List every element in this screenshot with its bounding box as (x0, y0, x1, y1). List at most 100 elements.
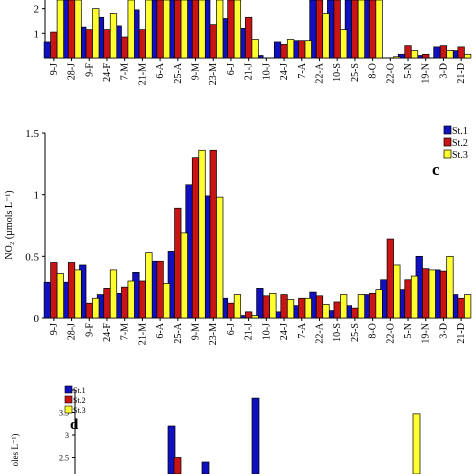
panel-b-x-tick-label: 3-D (438, 63, 449, 79)
panel-c-x-tick-label: 19-N (421, 323, 432, 344)
panel-b-bar (56, 0, 64, 59)
panel-b-x-tick-label: 6-A (155, 62, 166, 78)
panel-b-bar (446, 50, 454, 59)
panel-b-bar (163, 0, 171, 59)
panel-b-bar (198, 0, 206, 59)
panel-c-y-axis-title: NO₂ (µmols L⁻¹) (4, 190, 15, 259)
panel-c-bar (304, 297, 312, 319)
panel-c-x-tick-label: 24-F (102, 323, 113, 342)
panel-c-bar (209, 149, 217, 319)
panel-b-bar (357, 0, 365, 59)
panel-d-legend-swatch (64, 395, 73, 404)
panel-c-x-tick-label: 3-D (438, 323, 449, 339)
panel-c-bar (351, 307, 359, 319)
panel-c-bar (43, 281, 51, 319)
panel-b-x-tick-label: 5-N (403, 63, 414, 79)
panel-c-bar (262, 295, 270, 319)
panel-c-bar (138, 280, 146, 319)
panel-c-x-tick-label: 8-O (368, 323, 379, 339)
panel-b-x-tick-label: 22-A (314, 62, 325, 83)
panel-c-x-tick-label: 6-J (226, 323, 237, 335)
panel-b-x-tick-label: 22-O (385, 63, 396, 84)
panel-c-legend-swatch (443, 137, 452, 147)
panel-c-bar (393, 264, 401, 319)
panel-d-legend-swatch (64, 385, 73, 394)
panel-b-bar (103, 29, 111, 59)
panel-c-bar (56, 273, 64, 319)
panel-c-x-tick-label: 21-J (244, 323, 255, 340)
panel-c-bar (375, 289, 383, 319)
panel-b-x-tick-label: 21-D (456, 63, 467, 84)
panel-c-bar (163, 283, 171, 319)
panel-b-bar (209, 24, 217, 59)
panel-b-x-tick-label: 8-O (368, 63, 379, 79)
panel-c-y-tick-label: 1 (34, 190, 40, 202)
panel-d-y-tick-label: 3 (65, 431, 69, 440)
panel-b-x-tick-label: 9-F (84, 63, 95, 77)
panel-c-x-tick-label: 9-M (191, 323, 202, 340)
panel-c-bar (85, 302, 93, 319)
panel-c-bar (256, 288, 264, 319)
panel-c-x-tick-label: 24-J (279, 323, 290, 340)
panel-d-y-axis-title: oles L⁻¹) (10, 434, 20, 467)
panel-b-x-tick-label: 25-A (173, 62, 184, 83)
panel-c-bar (191, 157, 200, 319)
panel-d-bar (412, 413, 421, 474)
panel-c-x-tick-label: 28-J (67, 323, 78, 340)
panel-c-letter: c (432, 160, 440, 179)
panel-b-bar (433, 46, 441, 59)
panel-b-bar (322, 13, 330, 59)
panel-b-bar (280, 44, 288, 59)
panel-b-bar (457, 46, 465, 59)
panel-b-bar (422, 53, 430, 59)
panel-c-legend-swatch (443, 125, 452, 135)
panel-b-x-tick-label: 21-J (244, 63, 255, 80)
panel-c-bar (357, 294, 365, 319)
panel-b-bar (43, 41, 51, 59)
panel-c-x-tick-label: 9-J (49, 323, 60, 335)
panel-b-bar (74, 0, 82, 59)
panel-c-x-tick-label: 21-D (456, 323, 467, 344)
panel-c-bar (251, 315, 259, 319)
panel-c-bar (50, 262, 58, 319)
panel-b-y-tick-label: 1 (34, 28, 40, 40)
panel-c-bar (180, 232, 188, 319)
panel-b-bar (92, 8, 100, 59)
panel-b-bar (315, 0, 324, 59)
panel-b-x-tick-label: 24-J (279, 63, 290, 80)
panel-b-bar (410, 50, 419, 59)
panel-c-bar (439, 270, 448, 319)
panel-b-bar (369, 0, 377, 59)
panel-c-bar (457, 297, 465, 319)
panel-c-x-tick-label: 6-A (155, 322, 166, 338)
panel-b-x-tick-label: 9-J (49, 63, 60, 75)
panel-c-x-tick-label: 22-O (385, 323, 396, 344)
panel-b-y-tick-label: 2 (34, 4, 40, 16)
panel-b-bar (245, 16, 253, 59)
panel-c-y-tick-label: 0 (34, 313, 40, 325)
panel-c-bar (428, 269, 436, 319)
panel-c-bar (340, 294, 348, 319)
panel-c-x-tick-label: 21-M (137, 323, 148, 345)
panel-c-y-tick-label: 1.5 (25, 128, 39, 140)
panel-c-x-tick-label: 22-A (314, 322, 325, 343)
panel-b-bar (286, 39, 295, 59)
panel-b-bar (439, 45, 448, 59)
panel-c-bar (174, 207, 182, 319)
panel-b-bar (404, 45, 412, 59)
panel-b-bar (216, 0, 224, 59)
panel-c-bar (286, 299, 295, 319)
panel-b-bar (333, 0, 341, 59)
panel-c-bar (422, 268, 430, 319)
panel-b-bar (67, 0, 76, 59)
panel-c-bar (298, 297, 306, 319)
panel-c-bar (145, 252, 153, 319)
panel-c-legend-swatch (443, 149, 452, 159)
panel-c-x-tick-label: 25-S (350, 323, 361, 342)
panel-b-bar (174, 0, 182, 59)
panel-b-bar (298, 40, 306, 59)
panel-b-x-tick-label: 23-M (208, 63, 219, 85)
panel-c-bar (121, 286, 129, 319)
panel-c-x-tick-label: 23-M (208, 323, 219, 345)
